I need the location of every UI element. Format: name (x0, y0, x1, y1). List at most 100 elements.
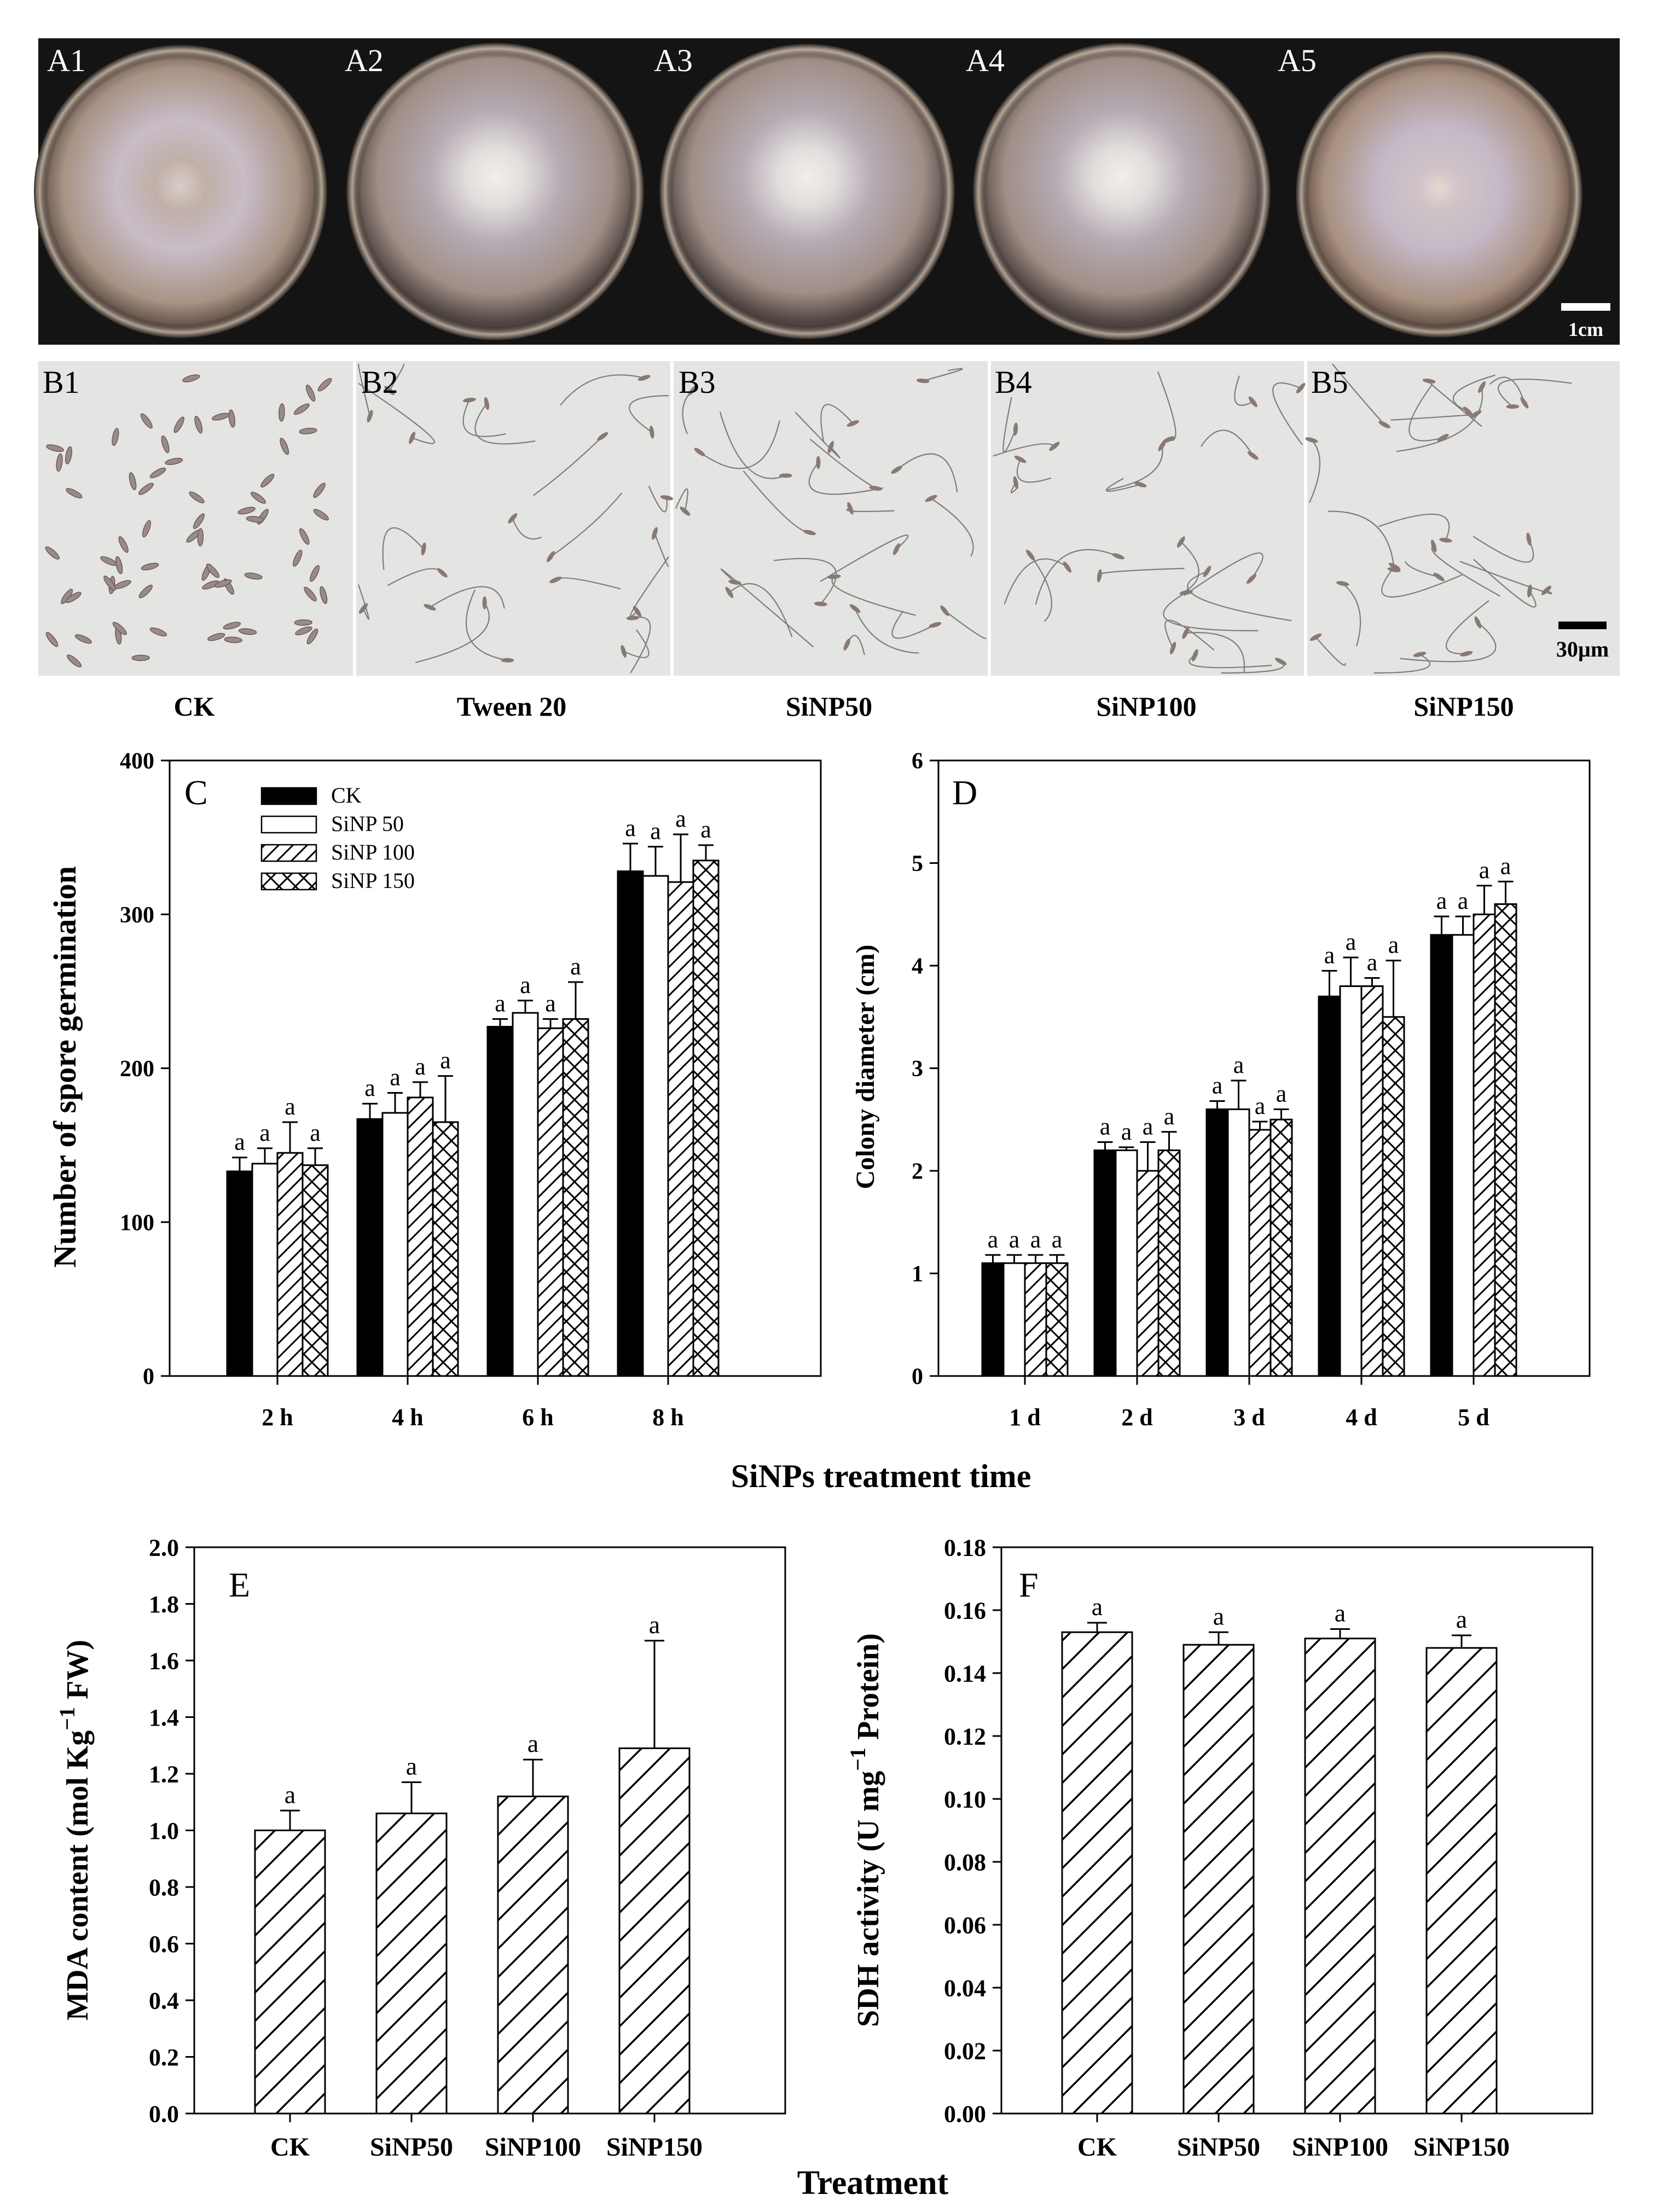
spore (149, 627, 167, 637)
chart-c-bar (562, 1018, 589, 1377)
hypha (846, 507, 895, 512)
chart-e-ylabel-sup: −1 (55, 1707, 79, 1731)
spore (224, 636, 242, 643)
hypha (808, 462, 884, 495)
chart-f-panel-letter: F (1019, 1565, 1039, 1604)
spore (843, 638, 850, 651)
chart-c-bar (356, 1118, 384, 1377)
spore (1506, 404, 1520, 409)
chart-d-significance-letter: a (1324, 942, 1335, 968)
chart-e-ytick-label: 0.6 (149, 1931, 179, 1958)
chart-c-bar (667, 881, 694, 1377)
spore (1305, 437, 1318, 443)
spore (1247, 574, 1256, 584)
chart-d-significance-letter: a (1164, 1103, 1175, 1130)
spore (197, 528, 204, 547)
chart-d-significance-letter: a (1030, 1226, 1041, 1253)
chart-d-bar (1157, 1149, 1181, 1377)
spore (112, 622, 127, 635)
spore (1296, 382, 1306, 393)
panel-label-b3: B3 (679, 364, 716, 400)
dish-a2 (346, 43, 644, 340)
hypha (532, 436, 603, 496)
scale-bar-a-label: 1cm (1568, 318, 1603, 340)
chart-c-legend: CK SiNP 50 SiNP 100 SiNP 150 (260, 783, 415, 893)
chart-c-significance-letter: a (700, 816, 711, 843)
chart-e-bar (375, 1812, 448, 2115)
chart-d-ytick-label: 1 (912, 1262, 923, 1287)
spore (1013, 476, 1019, 489)
spore (929, 622, 942, 628)
spore (652, 527, 658, 540)
hypha (1308, 439, 1321, 503)
spore (1182, 627, 1190, 639)
spore (141, 562, 159, 571)
hypha (1405, 561, 1439, 578)
chart-d-ytick-label: 4 (912, 954, 923, 979)
chart-d-bar (1093, 1149, 1117, 1377)
chart-d-significance-letter: a (1100, 1113, 1111, 1140)
chart-c-bar (692, 860, 720, 1377)
chart-c-significance-letter: a (390, 1064, 401, 1091)
chart-e: 0.0 0.2 0.4 0.6 0.8 1.0 1.2 1.4 1.6 1.8 2.0 CK SiNP5… (55, 1534, 786, 2162)
hypha (809, 438, 876, 489)
spore (1463, 407, 1473, 417)
spore (549, 577, 562, 583)
spore (115, 556, 123, 574)
chart-c-ytick-label: 0 (143, 1365, 154, 1390)
chart-d-significance-letter: a (1233, 1052, 1244, 1078)
hypha (854, 608, 919, 654)
spore (194, 415, 203, 434)
chart-f-frame (1000, 1546, 1593, 2115)
chart-d-significance-letter: a (1436, 887, 1447, 914)
hypha (1489, 376, 1525, 403)
chart-d-bar (1318, 995, 1341, 1377)
spore (103, 576, 116, 591)
legend-swatch-ck (260, 787, 317, 805)
chart-d-significance-letter: a (1276, 1081, 1287, 1107)
spore (827, 440, 834, 454)
hypha (550, 492, 623, 558)
chart-e-category-label: CK (270, 2133, 310, 2162)
spore (1192, 649, 1198, 661)
spore (65, 591, 82, 603)
chart-e-significance-letter: a (527, 1729, 538, 1757)
hypha (474, 403, 536, 445)
spore (660, 495, 674, 501)
panel-label-b1: B1 (43, 364, 80, 400)
hypha (1164, 619, 1215, 651)
hypha (944, 610, 987, 640)
spore (847, 502, 854, 515)
chart-c-bar (617, 870, 644, 1377)
spore (1013, 422, 1018, 436)
spore (694, 448, 705, 456)
chart-c-bar (276, 1152, 304, 1377)
spore (869, 485, 883, 491)
spore (1169, 642, 1176, 654)
chart-d-bar (1339, 985, 1363, 1377)
shared-xlabel-time: SiNPs treatment time (731, 1458, 1031, 1494)
hypha (1234, 375, 1254, 406)
spore (280, 438, 289, 455)
hypha (1189, 654, 1272, 669)
chart-c-ytick-label: 400 (120, 749, 154, 774)
spore (67, 654, 82, 667)
hypha (1452, 374, 1495, 413)
spore (501, 658, 514, 663)
chart-e-axis: 0.0 0.2 0.4 0.6 0.8 1.0 1.2 1.4 1.6 1.8 2.0 CK SiNP5… (149, 1534, 703, 2162)
spore (211, 413, 230, 421)
chart-f-ytick-label: 0.02 (944, 2037, 986, 2064)
spore (725, 587, 734, 599)
hypha (729, 583, 793, 637)
spore (409, 432, 416, 444)
chart-e-category-label: SiNP100 (485, 2133, 581, 2162)
chart-c-bar (486, 1026, 514, 1377)
spore (244, 572, 263, 580)
dish-a3 (659, 44, 955, 339)
hyphae-b2 (357, 363, 674, 674)
shared-xlabel-treatment: Treatment (797, 2164, 949, 2202)
chart-d-significance-letter: a (1479, 857, 1490, 884)
spore (1541, 585, 1552, 595)
hypha (512, 518, 542, 540)
